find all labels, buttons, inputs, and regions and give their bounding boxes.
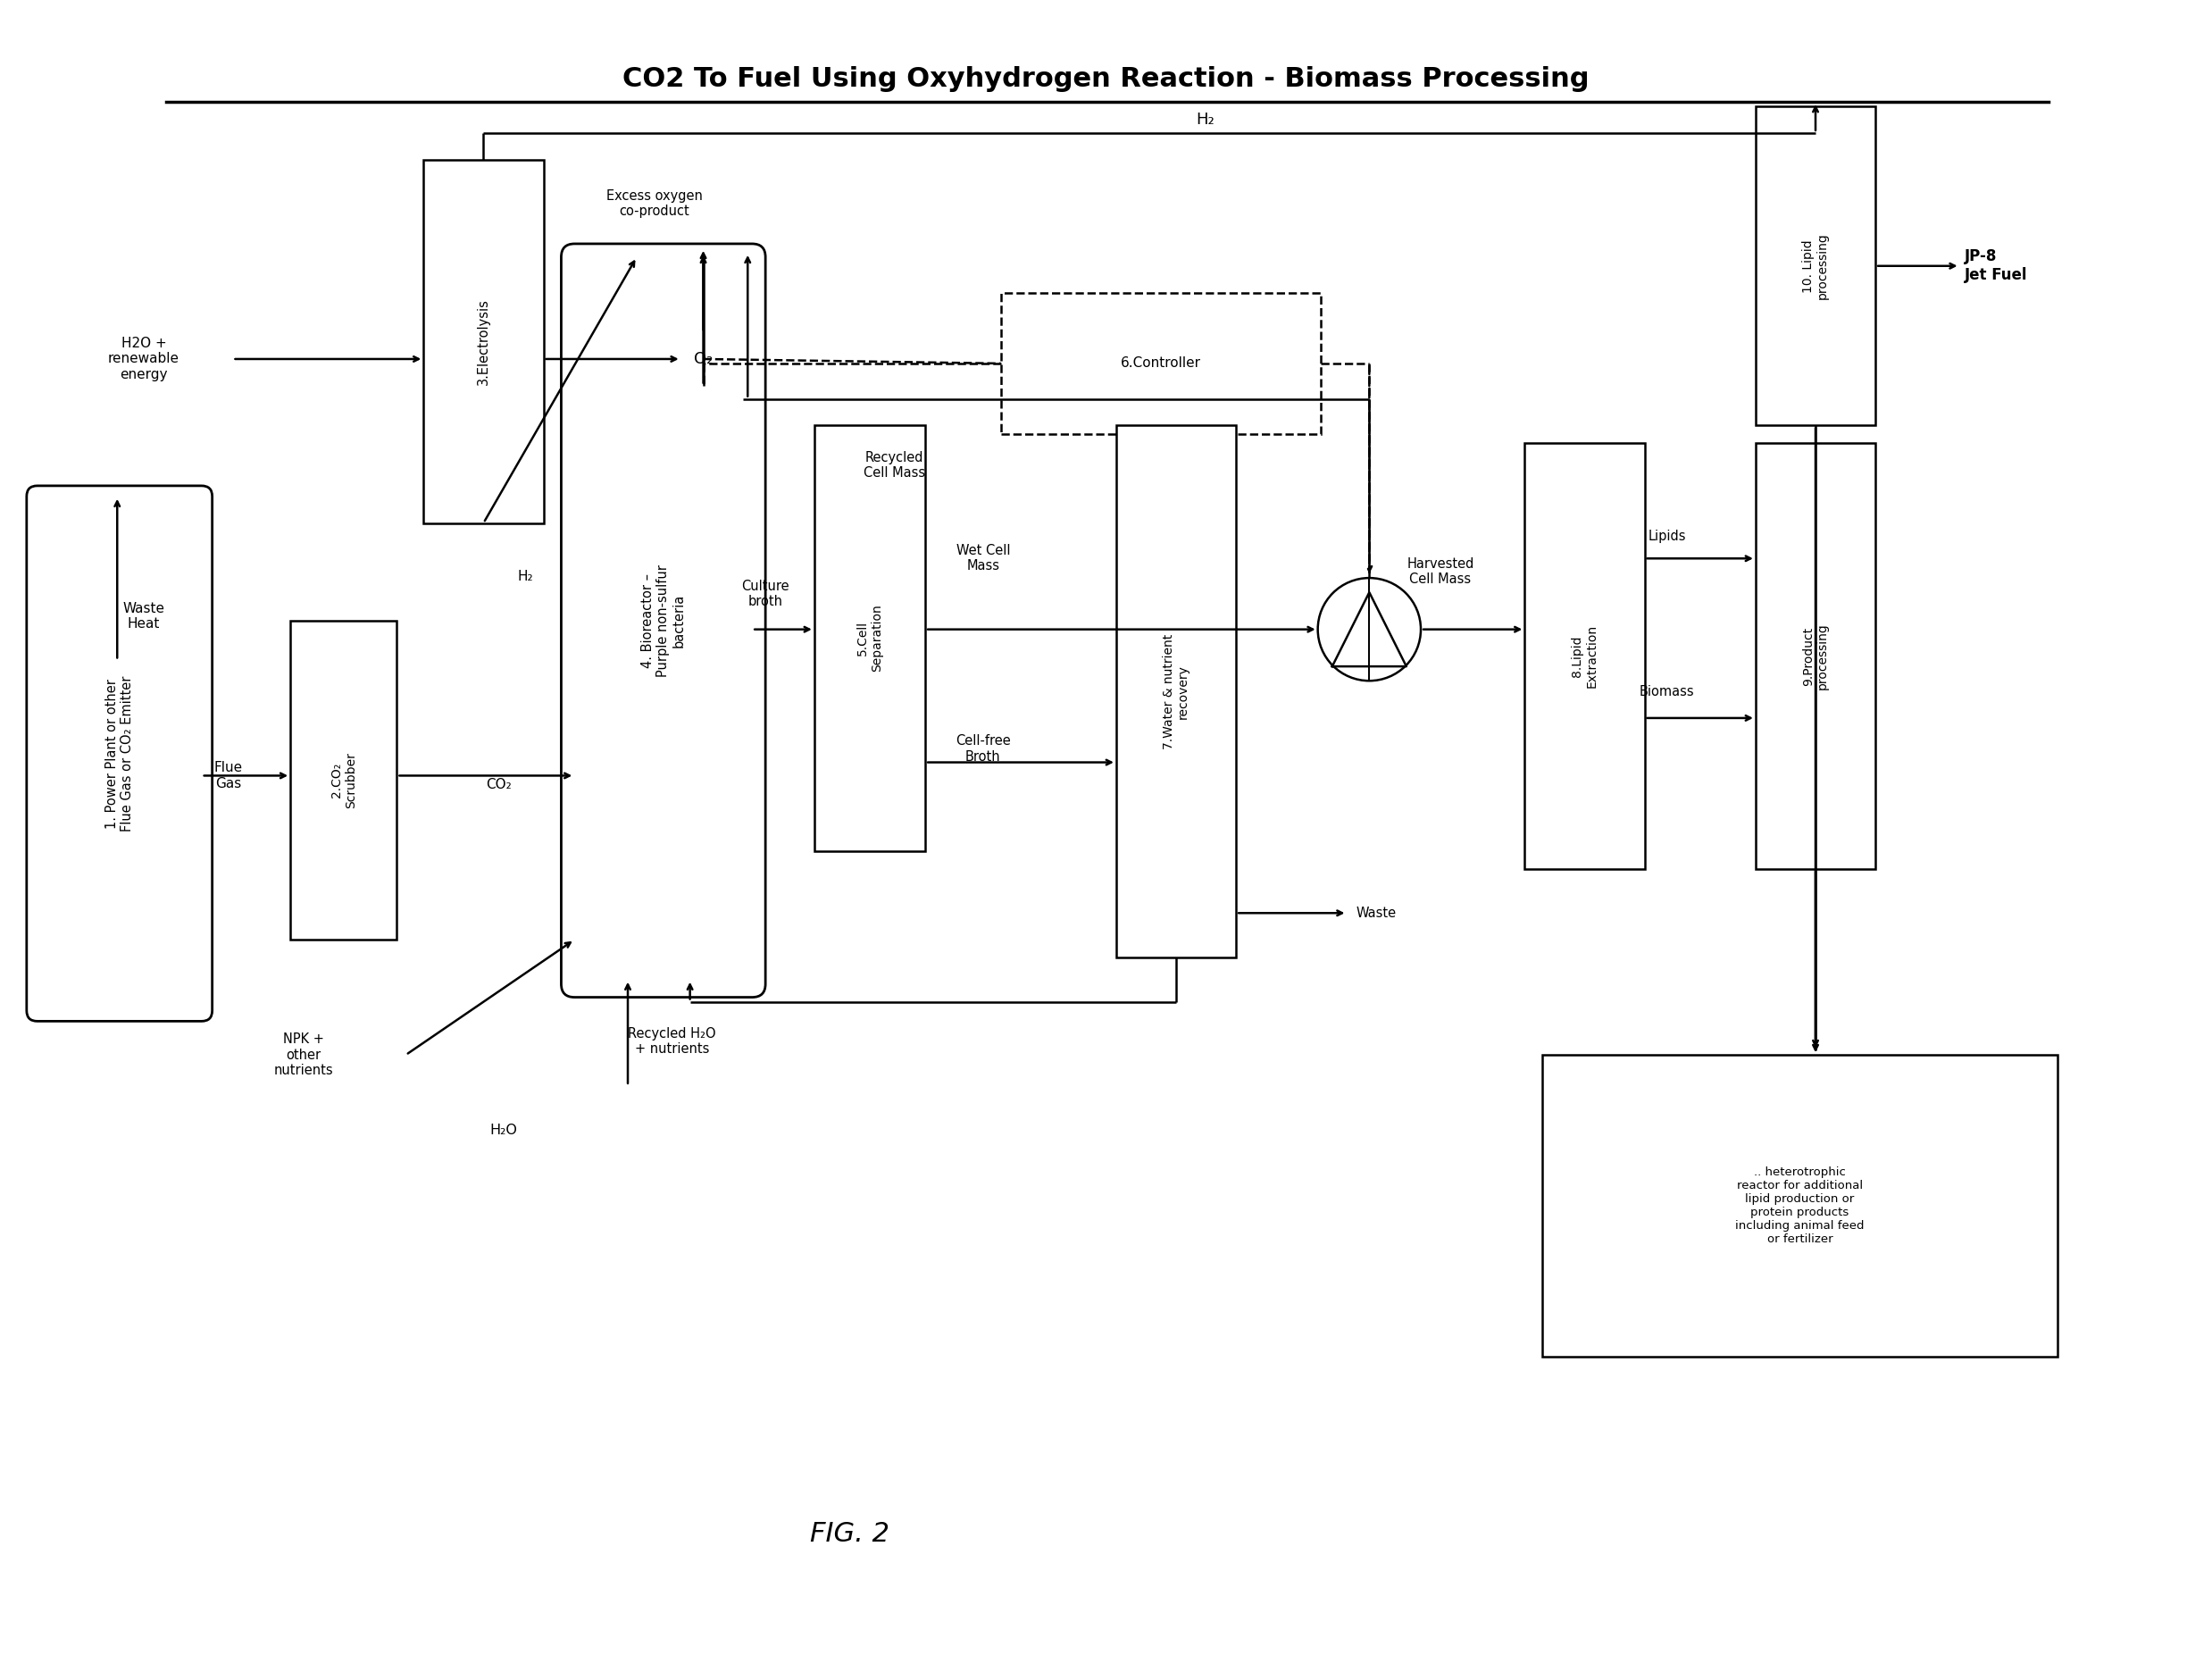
Text: Waste
Heat: Waste Heat — [124, 602, 166, 631]
FancyBboxPatch shape — [562, 243, 765, 998]
Bar — [1756, 444, 1876, 869]
Text: 10. Lipid
processing: 10. Lipid processing — [1803, 233, 1829, 300]
Text: H₂: H₂ — [1197, 111, 1214, 127]
Bar — [814, 425, 925, 851]
Text: 9.Product
processing: 9.Product processing — [1803, 622, 1829, 690]
Text: 2.CO₂
Scrubber: 2.CO₂ Scrubber — [330, 751, 356, 808]
Text: 3.Electrolysis: 3.Electrolysis — [478, 298, 491, 384]
Text: CO2 To Fuel Using Oxyhydrogen Reaction - Biomass Processing: CO2 To Fuel Using Oxyhydrogen Reaction -… — [622, 66, 1588, 93]
Bar — [422, 159, 544, 523]
Text: JP-8
Jet Fuel: JP-8 Jet Fuel — [1964, 248, 2026, 283]
Bar — [1000, 293, 1321, 434]
Text: NPK +
other
nutrients: NPK + other nutrients — [274, 1033, 334, 1077]
Bar — [1524, 444, 1644, 869]
Text: FIG. 2: FIG. 2 — [810, 1521, 889, 1546]
Text: 6.Controller: 6.Controller — [1121, 357, 1201, 371]
Bar — [290, 621, 396, 940]
Text: Cell-free
Broth: Cell-free Broth — [956, 735, 1011, 763]
Text: Biomass: Biomass — [1639, 685, 1694, 698]
Text: 4. Bioreactor –
Purple non-sulfur
bacteria: 4. Bioreactor – Purple non-sulfur bacter… — [641, 564, 686, 677]
Text: 1. Power Plant or other
Flue Gas or CO₂ Emitter: 1. Power Plant or other Flue Gas or CO₂ … — [104, 675, 135, 831]
Text: Recycled
Cell Mass: Recycled Cell Mass — [863, 450, 925, 480]
Text: Excess oxygen
co-product: Excess oxygen co-product — [606, 189, 703, 218]
FancyBboxPatch shape — [27, 487, 212, 1021]
Text: CO₂: CO₂ — [487, 778, 511, 791]
Text: H₂: H₂ — [518, 569, 533, 583]
Text: Culture
broth: Culture broth — [741, 579, 790, 609]
Text: .. heterotrophic
reactor for additional
lipid production or
protein products
inc: .. heterotrophic reactor for additional … — [1736, 1167, 1865, 1245]
Text: H2O +
renewable
energy: H2O + renewable energy — [108, 336, 179, 381]
Text: Recycled H₂O
+ nutrients: Recycled H₂O + nutrients — [628, 1028, 717, 1056]
Text: Waste: Waste — [1356, 907, 1396, 920]
Text: Wet Cell
Mass: Wet Cell Mass — [956, 544, 1011, 573]
Bar — [1117, 425, 1237, 957]
Text: Lipids: Lipids — [1648, 530, 1686, 543]
Bar — [1756, 106, 1876, 425]
Text: Flue
Gas: Flue Gas — [215, 761, 243, 789]
Text: Harvested
Cell Mass: Harvested Cell Mass — [1407, 558, 1473, 586]
Text: O₂: O₂ — [695, 351, 712, 367]
Text: 7.Water & nutrient
recovery: 7.Water & nutrient recovery — [1164, 634, 1190, 750]
Bar — [1542, 1054, 2057, 1355]
Text: H₂O: H₂O — [489, 1124, 518, 1137]
Text: 5.Cell
Separation: 5.Cell Separation — [856, 604, 883, 672]
Text: 8.Lipid
Extraction: 8.Lipid Extraction — [1571, 624, 1597, 688]
